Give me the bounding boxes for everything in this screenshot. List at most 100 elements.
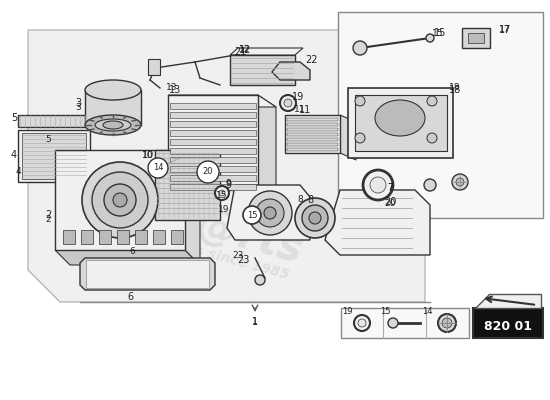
Text: 15: 15: [434, 28, 446, 38]
Text: 7: 7: [387, 184, 393, 192]
Circle shape: [92, 172, 148, 228]
Polygon shape: [230, 48, 303, 55]
Bar: [168, 95, 258, 190]
Text: 18: 18: [449, 85, 461, 95]
Text: 1: 1: [252, 318, 258, 326]
Circle shape: [248, 191, 292, 235]
Bar: [285, 115, 340, 153]
Bar: [230, 55, 295, 85]
Circle shape: [295, 198, 335, 238]
Bar: [18, 115, 90, 127]
Polygon shape: [55, 250, 200, 265]
Text: 12: 12: [239, 46, 251, 54]
Circle shape: [113, 193, 127, 207]
Bar: [99, 230, 111, 244]
Text: 20: 20: [203, 168, 213, 176]
Text: 23: 23: [232, 252, 244, 260]
Bar: [287, 118, 338, 121]
Circle shape: [438, 314, 456, 332]
Polygon shape: [168, 95, 276, 107]
Text: 20: 20: [384, 198, 395, 208]
Polygon shape: [80, 258, 215, 290]
Circle shape: [148, 158, 168, 178]
Bar: [341, 308, 469, 338]
Bar: [63, 230, 75, 244]
Text: 14: 14: [153, 164, 163, 172]
Text: 4: 4: [11, 150, 17, 160]
Circle shape: [363, 170, 393, 200]
Circle shape: [215, 186, 229, 200]
Circle shape: [358, 319, 366, 327]
Bar: [170, 166, 256, 172]
Circle shape: [426, 34, 434, 42]
Bar: [55, 150, 185, 250]
Text: 19: 19: [218, 206, 230, 214]
Ellipse shape: [95, 119, 131, 131]
Text: 1: 1: [252, 317, 258, 327]
Bar: [287, 148, 338, 151]
Circle shape: [354, 315, 370, 331]
Polygon shape: [272, 62, 310, 80]
Bar: [170, 103, 256, 109]
Circle shape: [370, 177, 386, 193]
Circle shape: [388, 318, 398, 328]
Bar: [170, 121, 256, 127]
Circle shape: [355, 96, 365, 106]
Bar: [287, 128, 338, 131]
Bar: [468, 33, 484, 43]
Text: 11: 11: [294, 106, 306, 114]
Text: 13: 13: [169, 85, 181, 95]
Circle shape: [255, 275, 265, 285]
Circle shape: [427, 96, 437, 106]
Bar: [170, 130, 256, 136]
Text: 6: 6: [129, 248, 135, 256]
Circle shape: [284, 99, 292, 107]
Text: 17: 17: [499, 25, 511, 35]
Text: 2: 2: [45, 216, 51, 224]
Bar: [355, 95, 447, 151]
Bar: [170, 112, 256, 118]
Bar: [287, 123, 338, 126]
Text: 22: 22: [306, 55, 318, 65]
Text: 10: 10: [142, 150, 154, 160]
Bar: [348, 88, 453, 158]
Text: 12: 12: [239, 45, 251, 55]
Bar: [148, 59, 160, 75]
Polygon shape: [258, 95, 276, 202]
Text: 15: 15: [379, 308, 390, 316]
Polygon shape: [475, 294, 541, 308]
Text: 4: 4: [15, 168, 21, 176]
Text: 20: 20: [384, 197, 396, 207]
Circle shape: [427, 133, 437, 143]
Polygon shape: [325, 190, 430, 255]
Text: 19: 19: [292, 92, 304, 102]
Bar: [338, 12, 543, 218]
Bar: [86, 260, 209, 288]
Circle shape: [355, 133, 365, 143]
Text: 13: 13: [166, 84, 178, 92]
Text: 17: 17: [499, 26, 511, 34]
Bar: [18, 130, 90, 182]
Circle shape: [280, 95, 296, 111]
Text: 21: 21: [234, 47, 246, 57]
Bar: [170, 175, 256, 181]
Circle shape: [309, 212, 321, 224]
Bar: [155, 150, 220, 220]
Polygon shape: [227, 185, 310, 240]
Bar: [22, 133, 86, 179]
Ellipse shape: [85, 115, 141, 135]
Polygon shape: [28, 30, 425, 302]
Circle shape: [456, 178, 464, 186]
Circle shape: [256, 199, 284, 227]
Text: 10: 10: [142, 150, 154, 160]
Circle shape: [424, 179, 436, 191]
Bar: [170, 157, 256, 163]
Text: 8: 8: [297, 196, 303, 204]
Text: 15: 15: [432, 28, 444, 38]
Bar: [170, 139, 256, 145]
Bar: [81, 230, 93, 244]
Bar: [117, 230, 129, 244]
Text: 3: 3: [75, 102, 81, 112]
Text: 15: 15: [247, 210, 257, 220]
Bar: [85, 90, 141, 125]
